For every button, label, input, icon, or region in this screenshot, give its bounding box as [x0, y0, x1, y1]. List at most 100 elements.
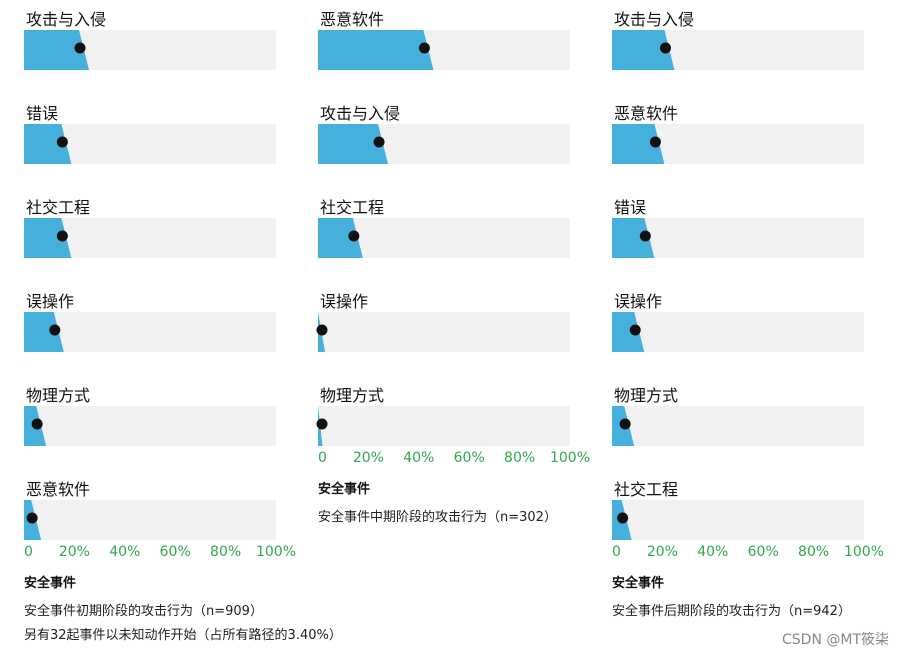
bar-track — [612, 218, 864, 258]
value-marker — [619, 418, 631, 430]
value-marker — [629, 324, 641, 336]
chart-note: 另有32起事件以未知动作开始（占所有路径的3.40%） — [24, 628, 342, 643]
bar-track — [318, 406, 570, 446]
x-tick-label: 0 — [612, 544, 621, 560]
x-tick-label: 40% — [697, 544, 729, 560]
bar-svg — [24, 312, 64, 352]
bar-svg — [612, 124, 665, 164]
value-marker — [26, 512, 38, 524]
bar-row: 恶意软件 — [612, 94, 902, 188]
value-marker — [418, 42, 430, 54]
bar-svg — [612, 406, 635, 446]
value-marker — [316, 324, 328, 336]
bar-svg — [318, 30, 434, 70]
category-label: 社交工程 — [26, 198, 91, 217]
category-label: 恶意软件 — [614, 104, 679, 123]
bar-svg — [24, 406, 47, 446]
value-marker — [373, 136, 385, 148]
bar-row: 误操作 — [612, 282, 902, 376]
bar-row: 恶意软件 — [318, 0, 608, 94]
value-marker — [31, 418, 43, 430]
bar-row: 攻击与入侵 — [318, 94, 608, 188]
x-axis: 0 20% 40% 60% 80% 100% — [612, 544, 902, 564]
bar-row: 错误 — [24, 94, 314, 188]
bar-svg — [612, 312, 645, 352]
x-tick-label: 100% — [255, 544, 297, 560]
bar-svg — [612, 30, 675, 70]
x-tick-label: 0 — [318, 450, 327, 466]
x-tick-label: 0 — [24, 544, 33, 560]
value-marker — [348, 230, 360, 242]
x-tick-label: 20% — [352, 450, 384, 466]
bar-svg — [24, 124, 72, 164]
bar-row: 攻击与入侵 — [612, 0, 902, 94]
bar-track — [612, 406, 864, 446]
value-marker — [659, 42, 671, 54]
bar-row: 社交工程 — [318, 188, 608, 282]
x-axis: 0 20% 40% 60% 80% 100% — [318, 450, 608, 470]
value-marker — [316, 418, 328, 430]
chart-title: 安全事件 — [318, 482, 371, 497]
x-axis: 0 20% 40% 60% 80% 100% — [24, 544, 314, 564]
bar-svg — [612, 218, 655, 258]
x-tick-label: 100% — [549, 450, 591, 466]
chart-subtitle: 安全事件中期阶段的攻击行为（n=302） — [318, 510, 557, 525]
x-tick-label: 20% — [58, 544, 90, 560]
bar-row: 误操作 — [316, 282, 608, 376]
bar-svg — [24, 218, 72, 258]
chart-title: 安全事件 — [612, 576, 665, 591]
value-marker — [639, 230, 651, 242]
x-tick-label: 60% — [747, 544, 779, 560]
bar — [612, 218, 655, 258]
x-tick-label: 60% — [159, 544, 191, 560]
category-label: 恶意软件 — [26, 480, 91, 499]
bar-row: 攻击与入侵 — [24, 0, 314, 94]
x-tick-label: 80% — [798, 544, 830, 560]
bar — [24, 312, 64, 352]
category-label: 攻击与入侵 — [614, 10, 695, 29]
bar-svg — [318, 218, 363, 258]
value-marker — [617, 512, 629, 524]
bar — [612, 312, 645, 352]
category-label: 社交工程 — [614, 480, 679, 499]
bar-row: 错误 — [612, 188, 902, 282]
x-tick-label: 60% — [453, 450, 485, 466]
value-marker — [649, 136, 661, 148]
bar — [612, 124, 665, 164]
category-label: 物理方式 — [320, 386, 385, 405]
category-label: 错误 — [614, 198, 647, 217]
x-tick-label: 40% — [403, 450, 435, 466]
bar-row: 物理方式 — [24, 376, 314, 470]
bar-svg — [318, 124, 389, 164]
chart-title: 安全事件 — [24, 576, 77, 591]
bar — [318, 218, 363, 258]
x-tick-label: 80% — [210, 544, 242, 560]
bar — [24, 218, 72, 258]
bar-row: 误操作 — [24, 282, 314, 376]
chart-subtitle: 安全事件初期阶段的攻击行为（n=909） — [24, 604, 263, 619]
value-marker — [74, 42, 86, 54]
bar-row: 社交工程 — [612, 470, 902, 564]
x-tick-label: 100% — [843, 544, 885, 560]
bar — [318, 124, 389, 164]
bar-row: 恶意软件 — [24, 470, 314, 564]
bar-row: 物理方式 — [316, 376, 608, 470]
category-label: 误操作 — [320, 292, 369, 311]
bar — [318, 312, 326, 352]
watermark: CSDN @MT筱柒 — [782, 632, 889, 648]
bar-track — [24, 312, 276, 352]
category-label: 错误 — [26, 104, 59, 123]
bar — [318, 30, 434, 70]
value-marker — [56, 230, 68, 242]
category-label: 恶意软件 — [320, 10, 385, 29]
bar-track — [612, 312, 864, 352]
bar-row: 社交工程 — [24, 188, 314, 282]
x-tick-label: 80% — [504, 450, 536, 466]
category-label: 攻击与入侵 — [320, 104, 401, 123]
bar-track — [612, 500, 864, 540]
value-marker — [56, 136, 68, 148]
category-label: 物理方式 — [26, 386, 91, 405]
category-label: 误操作 — [26, 292, 75, 311]
bar-svg — [316, 406, 328, 446]
chart-subtitle: 安全事件后期阶段的攻击行为（n=942） — [612, 604, 851, 619]
